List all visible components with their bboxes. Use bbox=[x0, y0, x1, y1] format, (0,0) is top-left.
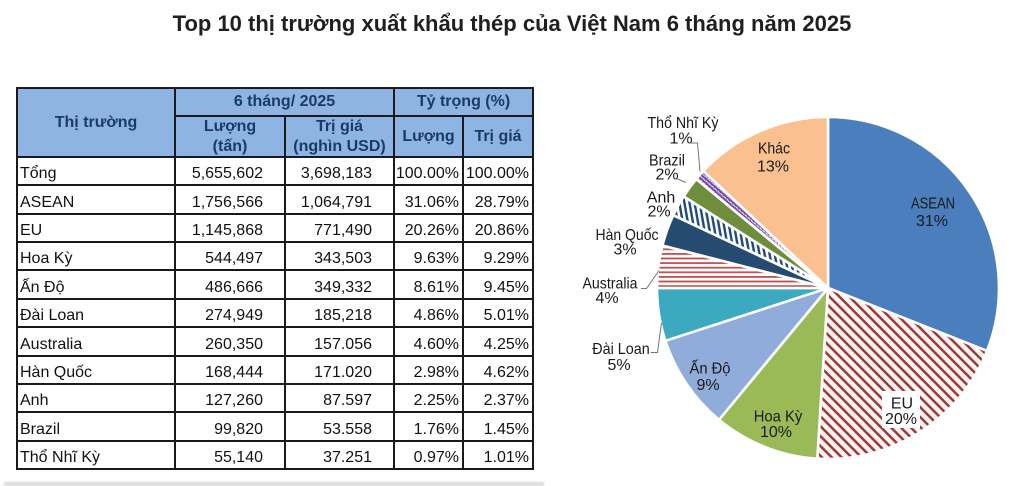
svg-text:2%: 2% bbox=[647, 204, 670, 221]
svg-text:13%: 13% bbox=[757, 159, 789, 176]
svg-text:2%: 2% bbox=[655, 167, 678, 184]
svg-text:31%: 31% bbox=[916, 213, 948, 230]
svg-text:20%: 20% bbox=[885, 411, 917, 428]
svg-text:ASEAN: ASEAN bbox=[911, 196, 955, 213]
svg-text:Khác: Khác bbox=[758, 141, 790, 158]
svg-text:Đài Loan: Đài Loan bbox=[592, 341, 650, 358]
svg-text:10%: 10% bbox=[760, 424, 792, 441]
svg-text:Anh: Anh bbox=[647, 190, 675, 207]
svg-text:4%: 4% bbox=[595, 290, 618, 307]
svg-text:Australia: Australia bbox=[583, 276, 638, 293]
svg-text:1%: 1% bbox=[669, 131, 692, 148]
svg-text:Brazil: Brazil bbox=[649, 153, 685, 170]
svg-text:EU: EU bbox=[891, 396, 913, 413]
svg-text:Thổ Nhĩ Kỳ: Thổ Nhĩ Kỳ bbox=[648, 114, 719, 132]
svg-text:9%: 9% bbox=[696, 377, 719, 394]
svg-text:Hàn Quốc: Hàn Quốc bbox=[596, 227, 659, 244]
svg-text:3%: 3% bbox=[613, 242, 636, 259]
svg-text:Hoa Kỳ: Hoa Kỳ bbox=[754, 409, 803, 426]
svg-text:Ấn Độ: Ấn Độ bbox=[690, 359, 731, 378]
svg-text:5%: 5% bbox=[607, 357, 630, 374]
